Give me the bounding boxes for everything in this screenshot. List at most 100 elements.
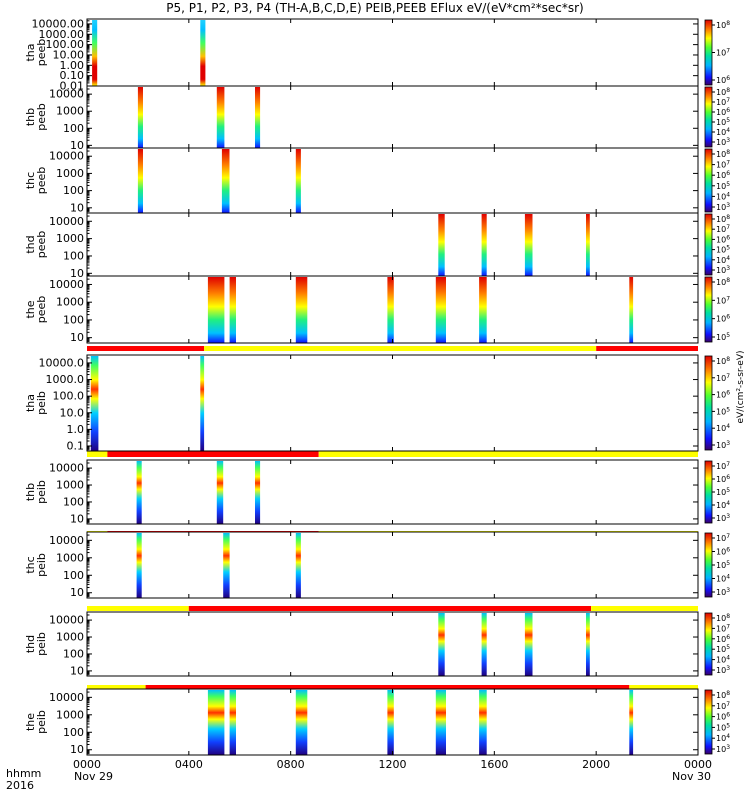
y-tick-label: 10000 — [49, 691, 84, 704]
data-pass-the_peeb-3 — [387, 277, 394, 343]
y-tick-label: 10000 — [49, 215, 84, 228]
y-tick-label: 100 — [63, 569, 84, 582]
data-pass-the_peib-0 — [207, 690, 225, 755]
colorbar-tick-label: 108 — [716, 214, 730, 224]
colorbar-strip — [704, 355, 713, 451]
data-pass-thc_peeb-0 — [137, 149, 143, 213]
colorbar-tick-label: 106 — [716, 234, 730, 244]
colorbar-thc_peib: 107 106 105 104 103 — [704, 532, 730, 598]
flag-segment-yellow — [318, 451, 698, 457]
data-pass-thd_peib-1 — [481, 613, 487, 676]
y-tick-label: 10000 — [49, 278, 84, 291]
y-tick-label: 1000 — [56, 708, 84, 721]
data-pass-thd_peeb-2 — [524, 214, 533, 276]
data-pass-the_peib-6 — [629, 690, 634, 755]
colorbar-tick-label: 106 — [716, 314, 730, 324]
y-tick-label: 100 — [63, 647, 84, 660]
colorbar-tick-label: 104 — [716, 655, 730, 665]
data-pass-the_peib-2 — [295, 690, 308, 755]
panel-label-thb_peib: thbpeib — [24, 480, 48, 504]
colorbar-tick-label: 107 — [716, 461, 730, 471]
data-pass-the_peeb-2 — [295, 277, 308, 343]
panel-label-tha_peib: thapeib — [24, 391, 48, 415]
y-tick-label: 1000 — [56, 479, 84, 492]
colorbar-units-label: eV/(cm²-s-sr-eV) — [736, 350, 746, 423]
flag-segment-red — [145, 685, 630, 691]
colorbar-tick-label: 108 — [716, 87, 730, 97]
x-tick-label: 1600 — [480, 758, 508, 771]
data-pass-thc_peib-0 — [136, 533, 142, 598]
colorbar-tick-label: 108 — [716, 356, 730, 366]
x-date-end: Nov 30 — [672, 770, 711, 783]
data-pass-tha_peib-1 — [200, 356, 205, 451]
colorbar-tick-label: 104 — [716, 500, 730, 510]
y-tick-label: 0.1 — [67, 439, 85, 452]
y-tick-label: 1.00 — [60, 59, 85, 72]
panel-label-thb_peeb: thbpeeb — [24, 103, 48, 131]
data-pass-thb_peeb-0 — [137, 87, 143, 148]
panel-label-thd_peib: thdpeib — [24, 632, 48, 656]
colorbar-tick-label: 106 — [716, 712, 730, 722]
data-pass-the_peib-4 — [435, 690, 446, 755]
colorbar-tick-label: 107 — [716, 97, 730, 107]
panel-background — [87, 213, 698, 276]
flag-bar-tha_peib — [87, 346, 698, 351]
flag-segment-red — [596, 346, 698, 351]
y-tick-label: 1000 — [56, 105, 84, 118]
colorbar-strip — [704, 276, 713, 343]
flag-segment-yellow — [87, 685, 146, 691]
colorbar-tick-label: 105 — [716, 487, 730, 497]
x-tick-label: 0800 — [277, 758, 305, 771]
y-tick-label: 1000 — [56, 296, 84, 309]
colorbar-tha_peeb: 108 107 106 — [704, 19, 730, 86]
data-pass-the_peib-1 — [229, 690, 236, 755]
y-tick-label: 10 — [70, 586, 84, 599]
data-pass-the_peeb-5 — [479, 277, 487, 343]
x-date-start: Nov 29 — [74, 770, 113, 783]
y-tick-label: 10000 — [49, 150, 84, 163]
colorbar-tick-label: 108 — [716, 149, 730, 159]
panel-background — [87, 612, 698, 676]
y-tick-label: 1000.0 — [46, 373, 85, 386]
colorbar-tick-label: 105 — [716, 245, 730, 255]
colorbar-tick-label: 105 — [716, 560, 730, 570]
data-pass-the_peeb-6 — [629, 277, 634, 343]
colorbar-strip — [704, 689, 713, 755]
data-pass-tha_peib-0 — [90, 356, 99, 451]
data-pass-the_peeb-1 — [229, 277, 236, 343]
flag-segment-red — [107, 451, 319, 457]
y-tick-label: 100 — [63, 313, 84, 326]
y-tick-label: 10.00 — [53, 48, 85, 61]
panel-the_peeb: 10000 1000 100 10 thepeeb 108 107 106 105 — [24, 275, 730, 344]
y-tick-label: 1000 — [56, 232, 84, 245]
y-tick-label: 1000.00 — [39, 28, 85, 41]
colorbar-tick-label: 107 — [716, 295, 730, 305]
data-pass-tha_peeb-0 — [92, 20, 98, 86]
colorbar-tick-label: 108 — [716, 613, 730, 623]
y-tick-label: 0.10 — [60, 69, 85, 82]
panel-background — [87, 355, 698, 451]
data-pass-thc_peib-1 — [223, 533, 230, 598]
colorbar-tick-label: 104 — [716, 574, 730, 584]
colorbar-tick-label: 103 — [716, 137, 730, 147]
panel-background — [87, 148, 698, 213]
colorbar-tick-label: 103 — [716, 744, 730, 754]
colorbar-tick-label: 107 — [716, 533, 730, 543]
data-pass-thc_peeb-1 — [221, 149, 230, 213]
colorbar-tick-label: 106 — [716, 75, 730, 85]
panel-background — [87, 460, 698, 524]
x-tick-label: 0400 — [175, 758, 203, 771]
flag-bar-thd_peib — [87, 606, 698, 611]
y-tick-label: 10 — [70, 331, 84, 344]
colorbar-tick-label: 105 — [716, 332, 730, 342]
y-tick-label: 100 — [63, 184, 84, 197]
data-pass-the_peeb-0 — [207, 277, 225, 343]
